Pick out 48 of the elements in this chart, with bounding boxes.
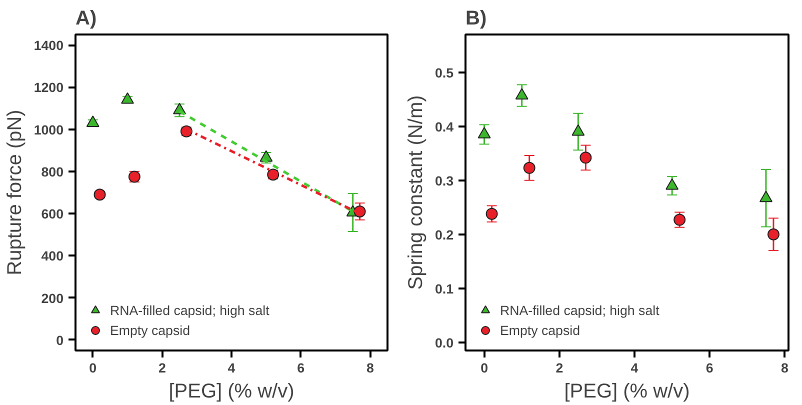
legend-label: Empty capsid xyxy=(110,322,190,338)
point xyxy=(572,124,585,136)
point xyxy=(94,188,106,201)
y-tick-label: 0.0 xyxy=(434,335,454,350)
x-tick-label: 2 xyxy=(158,360,166,376)
x-tick-label: 2 xyxy=(556,360,564,376)
point xyxy=(121,92,134,104)
y-tick-label: 400 xyxy=(41,248,64,264)
point xyxy=(515,88,528,100)
y-tick-label: 0.3 xyxy=(434,173,454,188)
chart-title: B) xyxy=(466,8,487,30)
point xyxy=(86,116,100,127)
y-tick-label: 1200 xyxy=(34,80,64,96)
point xyxy=(486,208,498,220)
y-tick-label: 600 xyxy=(41,206,64,222)
x-tick-label: 6 xyxy=(297,360,305,376)
point xyxy=(478,127,491,138)
y-tick-label: 1400 xyxy=(34,38,64,54)
y-tick-label: 1000 xyxy=(34,122,64,138)
legend-label: RNA-filled capsid; high salt xyxy=(110,302,270,318)
legend-label: Empty capsid xyxy=(500,322,580,338)
y-tick-label: 200 xyxy=(41,290,64,306)
x-tick-label: 4 xyxy=(630,360,639,376)
y-tick-label: 800 xyxy=(41,164,64,180)
y-axis-title: Rupture force (pN) xyxy=(4,110,26,276)
x-tick-label: 4 xyxy=(228,360,236,376)
x-tick-label: 6 xyxy=(706,360,714,376)
x-tick-label: 8 xyxy=(781,360,788,376)
point xyxy=(666,178,679,190)
point xyxy=(580,152,592,164)
y-tick-label: 0 xyxy=(56,332,64,348)
y-tick-label: 0.5 xyxy=(434,65,454,80)
x-tick-label: 0 xyxy=(89,360,97,376)
x-tick-label: 8 xyxy=(366,360,374,376)
chart-title: A) xyxy=(76,8,97,30)
y-tick-label: 0.1 xyxy=(434,281,454,296)
y-tick-label: 0.4 xyxy=(434,119,454,134)
point xyxy=(767,228,780,240)
point xyxy=(759,190,772,202)
x-tick-label: 0 xyxy=(480,360,488,376)
y-axis-title: Spring constant (N/m) xyxy=(404,95,427,290)
point xyxy=(674,214,686,226)
point xyxy=(354,205,366,218)
legend-label: RNA-filled capsid; high salt xyxy=(500,302,660,318)
x-axis-title: [PEG] (% w/v) xyxy=(168,380,294,402)
x-axis-title: [PEG] (% w/v) xyxy=(564,380,690,402)
point xyxy=(523,162,536,174)
y-tick-label: 0.2 xyxy=(434,227,454,242)
